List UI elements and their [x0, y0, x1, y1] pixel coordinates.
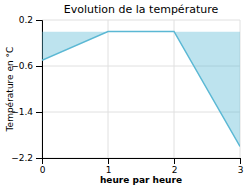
- tick-mark: [174, 158, 175, 164]
- tick: −2.2: [11, 153, 42, 163]
- grid-line-y: [42, 20, 240, 21]
- negative-area: [42, 32, 240, 147]
- tick-mark: [36, 158, 42, 159]
- tick: 3: [238, 158, 244, 175]
- tick-mark: [36, 112, 42, 113]
- plot: 0 1 2 3 −2.2 −1.4 −0.6 0.2: [11, 15, 243, 175]
- x-axis: 0 1 2 3: [40, 158, 244, 175]
- grid: [42, 20, 240, 158]
- chart: 0 1 2 3 −2.2 −1.4 −0.6 0.2 Evolution de la tempé…: [0, 0, 250, 188]
- y-axis-label: Température en °C: [5, 47, 15, 133]
- grid-line-x: [174, 20, 175, 158]
- tick-label: 3: [238, 165, 244, 175]
- tick: 1: [106, 158, 112, 175]
- marks: [42, 32, 240, 147]
- tick: 0.2: [19, 15, 42, 25]
- tick: −0.6: [11, 61, 42, 71]
- fill-group: [42, 32, 240, 147]
- tick-label: 2: [172, 165, 178, 175]
- tick-mark: [36, 20, 42, 21]
- axis-line: [43, 159, 241, 165]
- tick-mark: [240, 158, 241, 164]
- y-axis: −2.2 −1.4 −0.6 0.2: [11, 15, 42, 163]
- line: [42, 32, 240, 147]
- tick: 2: [172, 158, 178, 175]
- grid-line-y: [42, 112, 240, 113]
- title: Evolution de la température: [64, 3, 219, 16]
- x-axis-label: heure par heure: [100, 175, 182, 185]
- tick-label: 1: [106, 165, 112, 175]
- tick-label: −2.2: [11, 153, 33, 163]
- axis-line: [36, 21, 43, 159]
- grid-line-x: [108, 20, 109, 158]
- tick-label: 0: [40, 165, 46, 175]
- tick-mark: [36, 66, 42, 67]
- tick: −1.4: [11, 107, 42, 117]
- tick: 0: [40, 158, 46, 175]
- tick-label: 0.2: [19, 15, 33, 25]
- tick-mark: [108, 158, 109, 164]
